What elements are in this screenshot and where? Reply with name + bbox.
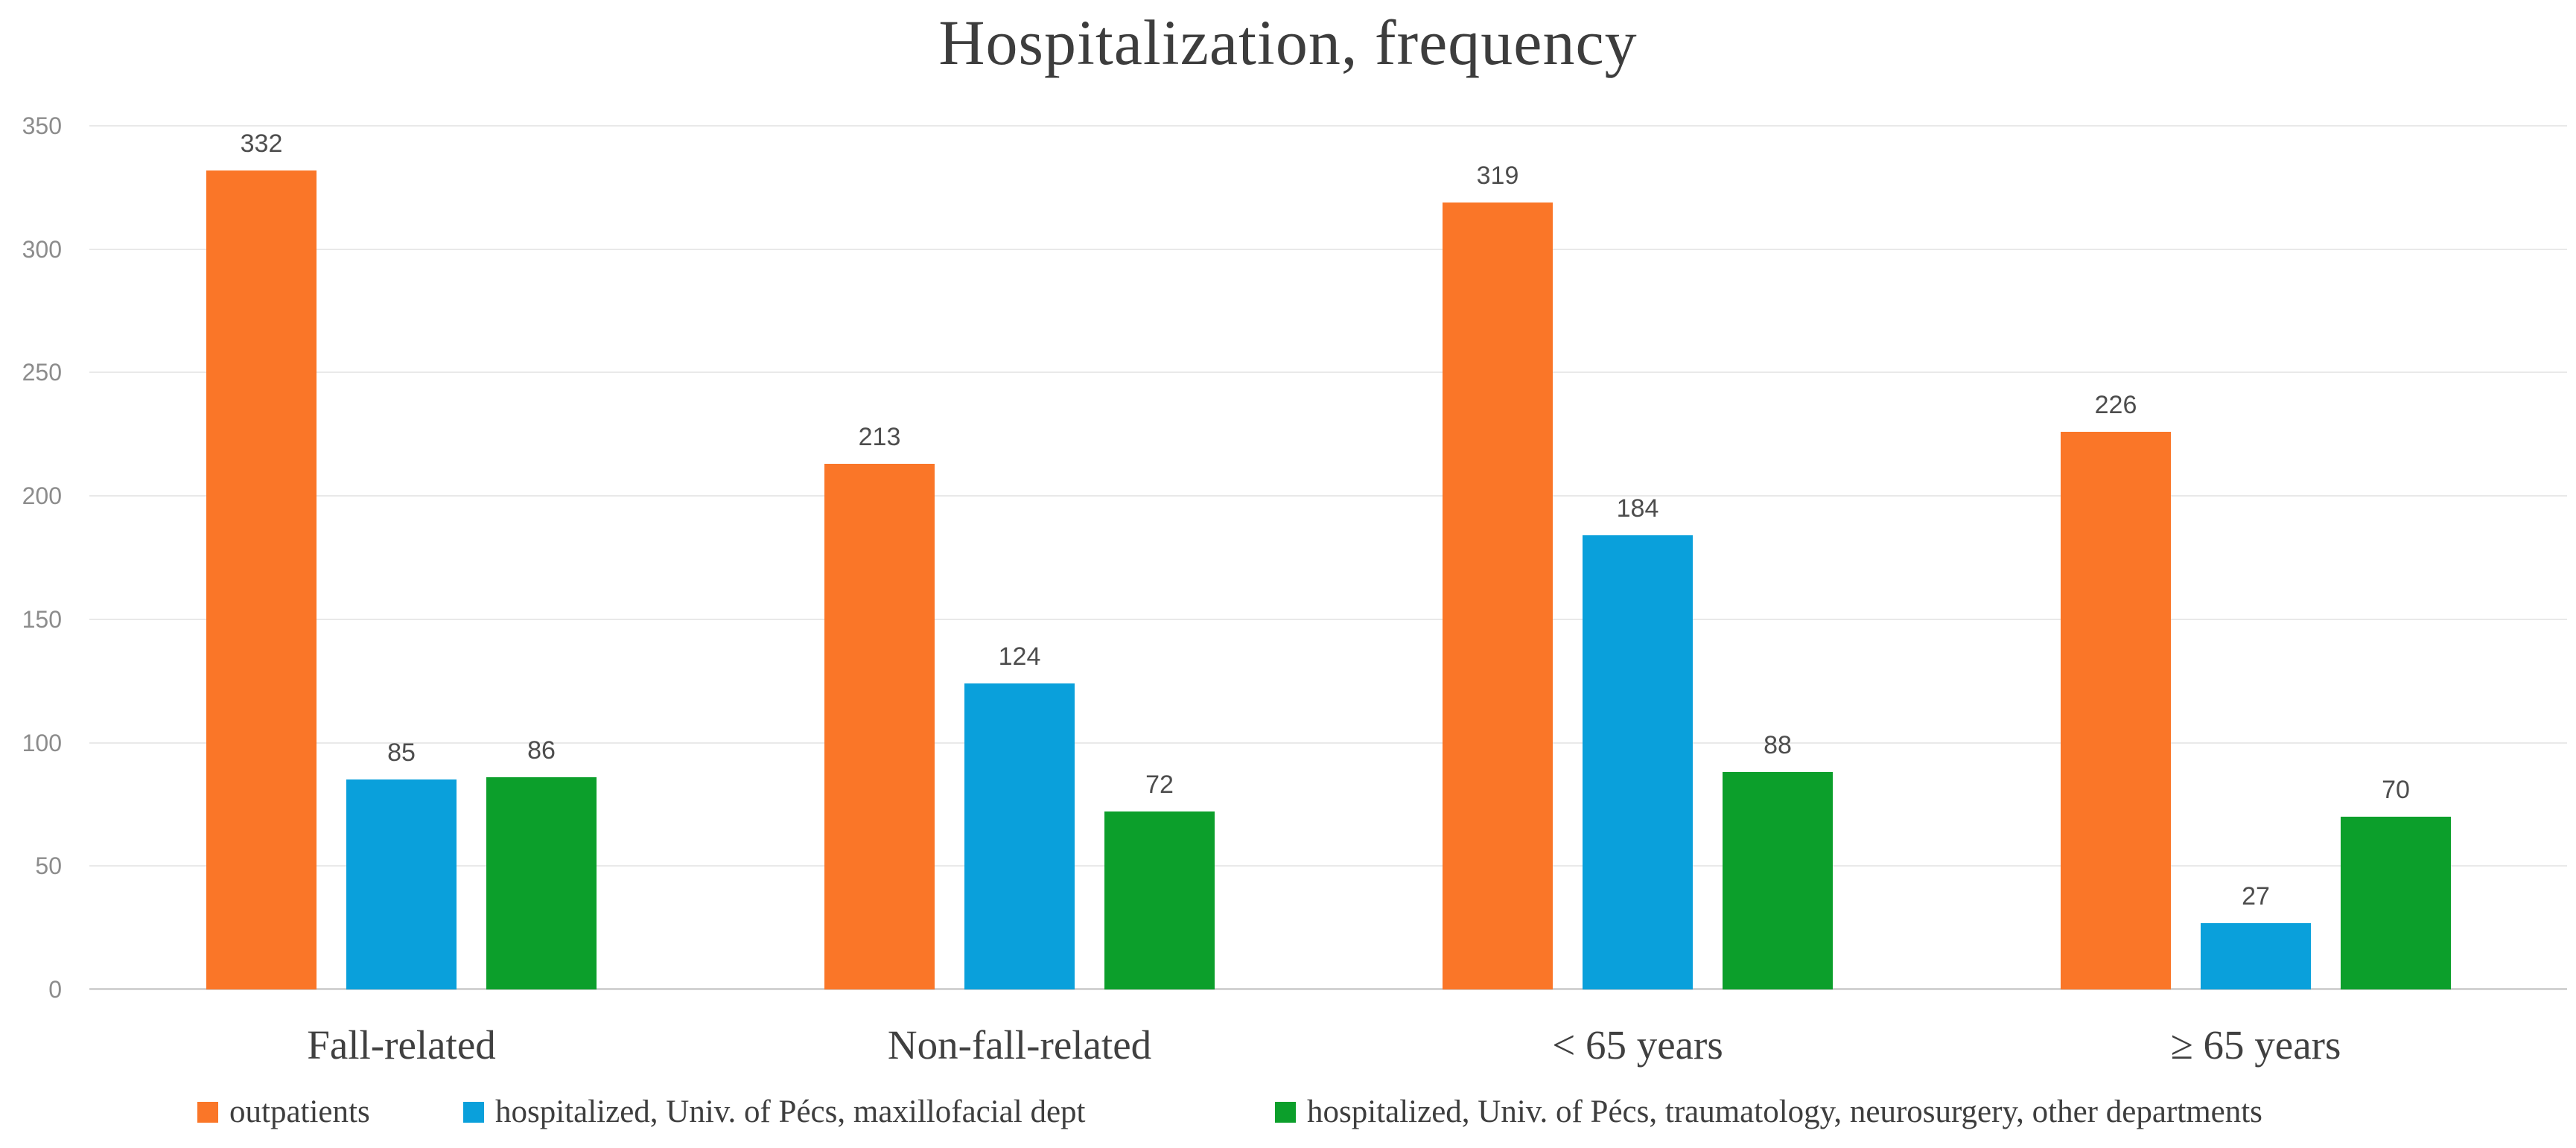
legend-swatch-icon	[463, 1102, 484, 1123]
y-tick-label: 100	[22, 729, 62, 756]
bar-value-label: 319	[1476, 161, 1519, 190]
category-label: < 65 years	[1552, 1022, 1723, 1068]
bar-series-3-group-2	[1104, 811, 1215, 989]
y-tick-label: 200	[22, 482, 62, 510]
legend-item: hospitalized, Univ. of Pécs, traumatolog…	[1275, 1093, 2262, 1132]
legend-item: hospitalized, Univ. of Pécs, maxillofaci…	[463, 1093, 1086, 1132]
bar-value-label: 72	[1145, 771, 1174, 800]
y-tick-label: 0	[48, 976, 62, 1003]
y-tick-label: 300	[22, 235, 62, 263]
plot-area: 332 85 86 Fall-related 213 124 72 Non-fall-rela…	[89, 125, 2567, 1068]
gridline	[89, 618, 2567, 620]
bar-value-label: 85	[387, 739, 416, 768]
gridline	[89, 125, 2567, 127]
bar-series-2-group-1	[346, 779, 457, 989]
bar-value-label: 226	[2094, 390, 2137, 419]
chart-title: Hospitalization, frequency	[938, 7, 1638, 78]
y-tick-label: 350	[22, 112, 62, 139]
bar-series-2-group-2	[964, 683, 1075, 989]
gridline	[89, 371, 2567, 374]
bar-series-1-group-2	[824, 464, 935, 989]
bar-series-3-group-3	[1723, 772, 1833, 989]
bar-value-label: 332	[240, 129, 283, 158]
gridline	[89, 865, 2567, 867]
legend-label: hospitalized, Univ. of Pécs, maxillofaci…	[495, 1094, 1086, 1129]
bar-series-1-group-4	[2061, 431, 2171, 989]
y-axis-labels: 350 300 250 200 150 100 50 0	[0, 114, 62, 1001]
x-axis-baseline	[89, 988, 2567, 990]
bar-value-label: 86	[527, 736, 556, 765]
bar-series-1-group-3	[1443, 202, 1553, 989]
bar-value-label: 184	[1616, 494, 1659, 523]
bar-value-label: 88	[1764, 731, 1792, 760]
y-tick-label: 150	[22, 605, 62, 633]
legend-item: outpatients	[197, 1093, 370, 1132]
gridline	[89, 495, 2567, 497]
legend-label: outpatients	[229, 1094, 370, 1129]
bar-value-label: 27	[2242, 881, 2270, 911]
y-tick-label: 250	[22, 359, 62, 386]
bar-value-label: 124	[998, 642, 1041, 672]
bar-series-3-group-4	[2341, 817, 2451, 989]
legend-swatch-icon	[197, 1102, 218, 1123]
bar-value-label: 70	[2382, 776, 2410, 804]
gridline	[89, 742, 2567, 744]
category-label: Non-fall-related	[887, 1022, 1152, 1068]
y-tick-label: 50	[35, 852, 62, 880]
bar-series-2-group-4	[2201, 922, 2311, 989]
legend: outpatients hospitalized, Univ. of Pécs, …	[0, 1093, 2576, 1132]
bar-value-label: 213	[858, 423, 901, 452]
bar-series-2-group-3	[1583, 535, 1693, 989]
legend-label: hospitalized, Univ. of Pécs, traumatolog…	[1307, 1094, 2262, 1129]
bar-series-1-group-1	[206, 170, 317, 989]
gridline	[89, 248, 2567, 250]
category-label: ≥ 65 years	[2170, 1022, 2341, 1068]
category-label: Fall-related	[307, 1022, 496, 1068]
legend-swatch-icon	[1275, 1102, 1296, 1123]
bar-series-3-group-1	[486, 777, 597, 989]
